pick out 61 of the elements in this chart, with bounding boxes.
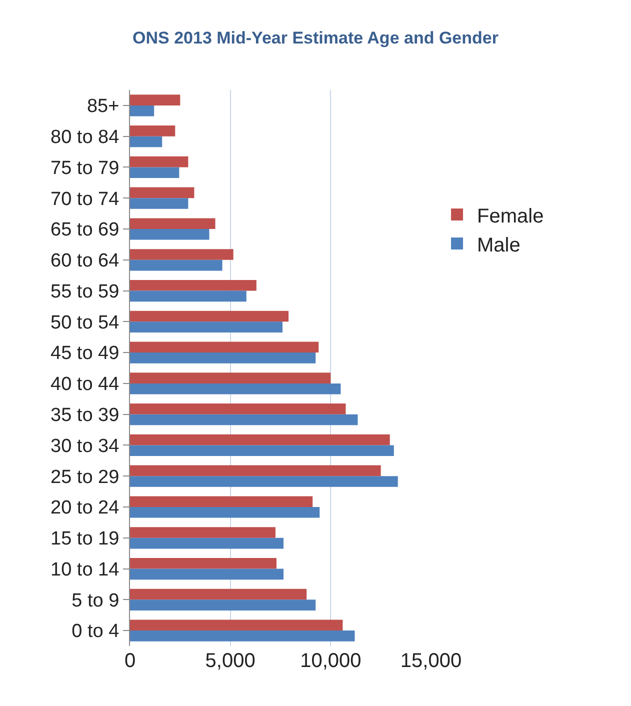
bar — [130, 383, 341, 394]
bar — [130, 310, 289, 322]
bar — [130, 630, 355, 642]
y-tick-label: 60 to 64 — [50, 250, 120, 272]
bar — [130, 445, 394, 456]
bar — [130, 342, 319, 353]
bar — [130, 465, 381, 476]
bar — [130, 156, 188, 168]
bar — [130, 434, 390, 446]
bar — [130, 280, 256, 291]
bar — [130, 404, 346, 414]
bar — [130, 538, 284, 549]
x-tick-label: 10,000 — [300, 650, 362, 672]
bar — [130, 600, 316, 610]
bar — [130, 290, 246, 302]
bar — [130, 414, 358, 426]
y-tick-label: 45 to 49 — [50, 343, 120, 364]
bar — [130, 198, 188, 209]
bar — [130, 187, 194, 198]
x-tick-label: 0 — [124, 650, 136, 672]
y-tick-label: 25 to 29 — [50, 466, 120, 488]
y-tick-label: 20 to 24 — [50, 498, 120, 519]
bar — [130, 229, 210, 240]
x-tick-label: 15,000 — [400, 650, 462, 672]
bar — [130, 558, 276, 569]
y-tick-label: 0 to 4 — [72, 621, 120, 642]
y-tick-label: 30 to 34 — [50, 436, 120, 457]
y-tick-label: 15 to 19 — [50, 528, 120, 550]
bar — [130, 496, 313, 507]
chart-title: ONS 2013 Mid-Year Estimate Age and Gender — [132, 28, 499, 48]
y-tick-label: 10 to 14 — [50, 559, 120, 580]
bar — [130, 218, 216, 229]
bar — [130, 249, 234, 260]
bar — [130, 167, 180, 178]
bar — [130, 94, 180, 106]
bar — [130, 527, 276, 538]
bar — [130, 260, 222, 271]
bar — [130, 476, 398, 487]
y-tick-label: 50 to 54 — [50, 312, 120, 334]
y-tick-label: 70 to 74 — [50, 188, 120, 210]
bar — [130, 588, 307, 600]
bar — [130, 322, 283, 332]
bar — [130, 352, 316, 364]
bar — [130, 372, 331, 384]
bar — [130, 507, 320, 518]
x-tick-label: 5,000 — [205, 650, 256, 672]
bar — [130, 126, 176, 136]
legend-label: Female — [477, 205, 544, 228]
bar — [130, 568, 284, 580]
y-tick-label: 85+ — [86, 96, 120, 118]
bar — [130, 136, 162, 148]
legend-label: Male — [477, 234, 520, 256]
y-tick-label: 40 to 44 — [50, 374, 120, 396]
y-tick-label: 35 to 39 — [50, 404, 120, 426]
y-tick-label: 55 to 59 — [50, 281, 120, 302]
bar — [130, 105, 154, 116]
y-tick-label: 65 to 69 — [50, 220, 120, 241]
y-tick-label: 5 to 9 — [72, 590, 120, 612]
y-tick-label: 75 to 79 — [50, 158, 120, 179]
y-tick-label: 80 to 84 — [50, 126, 120, 148]
bar — [130, 620, 343, 631]
